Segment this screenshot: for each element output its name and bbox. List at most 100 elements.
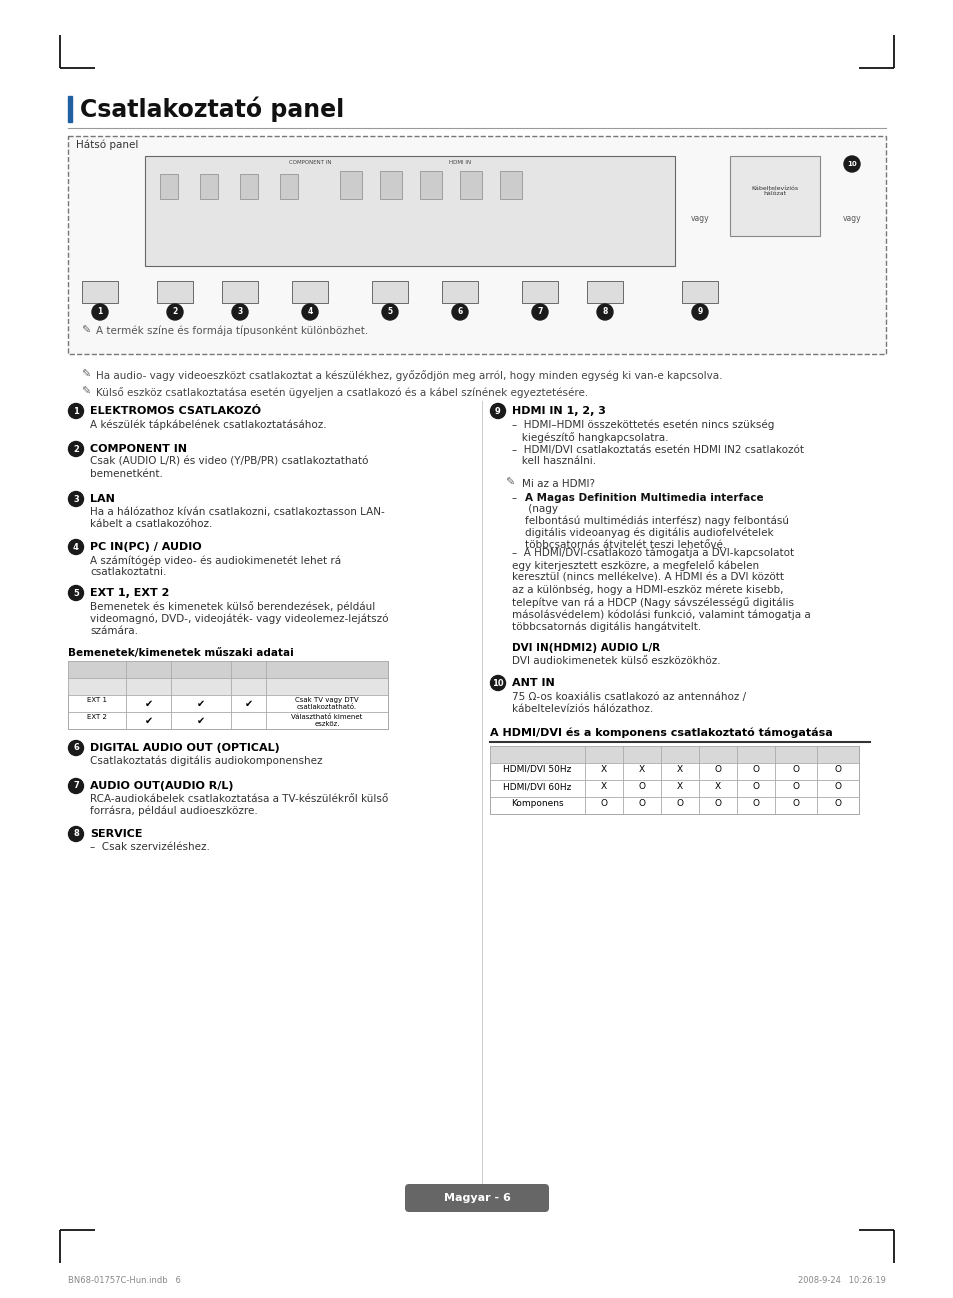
Text: O: O xyxy=(834,765,841,774)
Text: ✔: ✔ xyxy=(144,715,152,726)
Text: ✎: ✎ xyxy=(81,387,91,397)
Text: O: O xyxy=(638,800,645,807)
Circle shape xyxy=(532,304,547,321)
Text: ELEKTROMOS CSATLAKOZÓ: ELEKTROMOS CSATLAKOZÓ xyxy=(90,406,261,415)
Text: A Magas Definition Multimedia interface: A Magas Definition Multimedia interface xyxy=(524,493,762,504)
Text: HDMI IN 1, 2, 3: HDMI IN 1, 2, 3 xyxy=(512,406,605,415)
Text: 10: 10 xyxy=(846,161,856,167)
Text: –  A HDMI/DVI-csatlakozó támogatja a DVI-kapcsolatot
egy kiterjesztett eszközre,: – A HDMI/DVI-csatlakozó támogatja a DVI-… xyxy=(512,548,810,632)
Bar xyxy=(82,280,118,302)
Circle shape xyxy=(69,441,84,457)
Text: ✔: ✔ xyxy=(196,698,205,709)
Bar xyxy=(292,280,328,302)
Text: O: O xyxy=(599,800,607,807)
Bar xyxy=(200,174,218,199)
Bar xyxy=(681,280,718,302)
Text: ✎: ✎ xyxy=(505,478,515,488)
Bar xyxy=(372,280,408,302)
Text: Komponens: Komponens xyxy=(511,800,563,807)
Text: O: O xyxy=(792,781,799,790)
Text: 10: 10 xyxy=(492,679,503,688)
Text: LAN: LAN xyxy=(90,495,114,504)
Text: ✎: ✎ xyxy=(81,326,91,336)
Text: Magyar - 6: Magyar - 6 xyxy=(443,1193,510,1203)
Text: –  Csak szervizéléshez.: – Csak szervizéléshez. xyxy=(90,842,210,851)
Text: DVI audiokimenetek külső eszközökhöz.: DVI audiokimenetek külső eszközökhöz. xyxy=(512,655,720,666)
Text: 6: 6 xyxy=(73,744,79,753)
Text: 2: 2 xyxy=(73,444,79,453)
Text: DVI IN(HDMI2) AUDIO L/R: DVI IN(HDMI2) AUDIO L/R xyxy=(512,643,659,653)
Text: ✔: ✔ xyxy=(144,698,152,709)
Text: RCA-audiokábelek csatlakoztatása a TV-készülékről külső
forrásra, például audioe: RCA-audiokábelek csatlakoztatása a TV-ké… xyxy=(90,794,388,816)
Text: Bemenet: Bemenet xyxy=(176,663,215,672)
Text: AUDIO OUT(AUDIO R/L): AUDIO OUT(AUDIO R/L) xyxy=(90,781,233,790)
Bar xyxy=(68,96,71,122)
Text: ✔: ✔ xyxy=(244,698,253,709)
Text: vagy: vagy xyxy=(690,214,709,223)
Text: 576p: 576p xyxy=(705,748,729,757)
Bar xyxy=(160,174,178,199)
Circle shape xyxy=(302,304,317,321)
Text: O: O xyxy=(834,800,841,807)
Text: X: X xyxy=(714,781,720,790)
Text: Csatlakozó: Csatlakozó xyxy=(73,663,120,672)
Text: Választható kimenet
eszköz.: Választható kimenet eszköz. xyxy=(291,714,362,727)
Bar xyxy=(419,171,441,199)
Text: Ha a hálózathoz kíván csatlakozni, csatlakoztasson LAN-
kábelt a csatlakozóhoz.: Ha a hálózathoz kíván csatlakozni, csatl… xyxy=(90,508,384,528)
Circle shape xyxy=(490,404,505,418)
Circle shape xyxy=(232,304,248,321)
Bar xyxy=(499,171,521,199)
Text: RGB: RGB xyxy=(241,680,255,687)
Text: 4: 4 xyxy=(73,543,79,552)
Bar xyxy=(240,174,257,199)
Bar xyxy=(441,280,477,302)
Text: Kábeltelevíziós
hálózat: Kábeltelevíziós hálózat xyxy=(751,186,798,196)
Text: HDMI IN: HDMI IN xyxy=(449,160,471,165)
Circle shape xyxy=(381,304,397,321)
Text: Mi az a HDMI?: Mi az a HDMI? xyxy=(521,479,595,489)
Text: (nagy
felbontású multimédiás interfész) nagy felbontású
digitális videoanyag és : (nagy felbontású multimédiás interfész) … xyxy=(524,504,788,550)
Text: HDMI/DVI 60Hz: HDMI/DVI 60Hz xyxy=(503,781,571,790)
Text: 2008-9-24   10:26:19: 2008-9-24 10:26:19 xyxy=(798,1276,885,1285)
Text: 75 Ω-os koaxiális csatlakozó az antennához /
kábeltelevíziós hálózathoz.: 75 Ω-os koaxiális csatlakozó az antennáh… xyxy=(512,692,745,714)
Text: EXT 1: EXT 1 xyxy=(87,697,107,704)
Text: O: O xyxy=(714,765,720,774)
Bar xyxy=(586,280,622,302)
Text: X: X xyxy=(600,765,606,774)
Text: O: O xyxy=(752,800,759,807)
Text: A termék színe és formája típusonként különbözhet.: A termék színe és formája típusonként kü… xyxy=(96,326,368,336)
Bar xyxy=(490,746,858,814)
Text: Bemenetek/kimenetek műszaki adatai: Bemenetek/kimenetek műszaki adatai xyxy=(68,648,294,658)
Text: 9: 9 xyxy=(697,308,702,317)
Bar xyxy=(68,136,885,354)
Text: 3: 3 xyxy=(237,308,242,317)
Text: BN68-01757C-Hun.indb   6: BN68-01757C-Hun.indb 6 xyxy=(68,1276,181,1285)
Text: O: O xyxy=(714,800,720,807)
Bar xyxy=(157,280,193,302)
Text: 9: 9 xyxy=(495,406,500,415)
Text: O: O xyxy=(676,800,682,807)
Circle shape xyxy=(69,827,84,841)
FancyBboxPatch shape xyxy=(405,1184,548,1212)
Circle shape xyxy=(490,675,505,691)
Text: 6: 6 xyxy=(456,308,462,317)
Text: SERVICE: SERVICE xyxy=(90,829,142,839)
Bar xyxy=(145,156,675,266)
Text: Csak (AUDIO L/R) és video (Y/PB/PR) csatlakoztatható
bemenetként.: Csak (AUDIO L/R) és video (Y/PB/PR) csat… xyxy=(90,457,368,479)
Text: O: O xyxy=(834,781,841,790)
Circle shape xyxy=(69,492,84,506)
Bar xyxy=(68,678,388,694)
Text: 1080i: 1080i xyxy=(782,748,808,757)
Text: Kimenet: Kimenet xyxy=(309,663,345,672)
Text: HDMI/DVI 50Hz: HDMI/DVI 50Hz xyxy=(503,765,571,774)
Text: –  HDMI–HDMI összeköttetés esetén nincs szükség
   kiegészítő hangkapcsolatra.
–: – HDMI–HDMI összeköttetés esetén nincs s… xyxy=(512,421,803,466)
Text: ✎: ✎ xyxy=(81,370,91,380)
Circle shape xyxy=(91,304,108,321)
Text: vagy: vagy xyxy=(841,214,861,223)
Text: COMPONENT IN: COMPONENT IN xyxy=(90,444,187,454)
Text: A számítógép video- és audiokimenetét lehet rá
csatlakoztatni.: A számítógép video- és audiokimenetét le… xyxy=(90,556,341,578)
Text: Videó: Videó xyxy=(138,680,158,687)
Text: O: O xyxy=(638,781,645,790)
Text: Csatlakoztató panel: Csatlakoztató panel xyxy=(80,96,344,122)
Text: ANT IN: ANT IN xyxy=(512,678,554,688)
